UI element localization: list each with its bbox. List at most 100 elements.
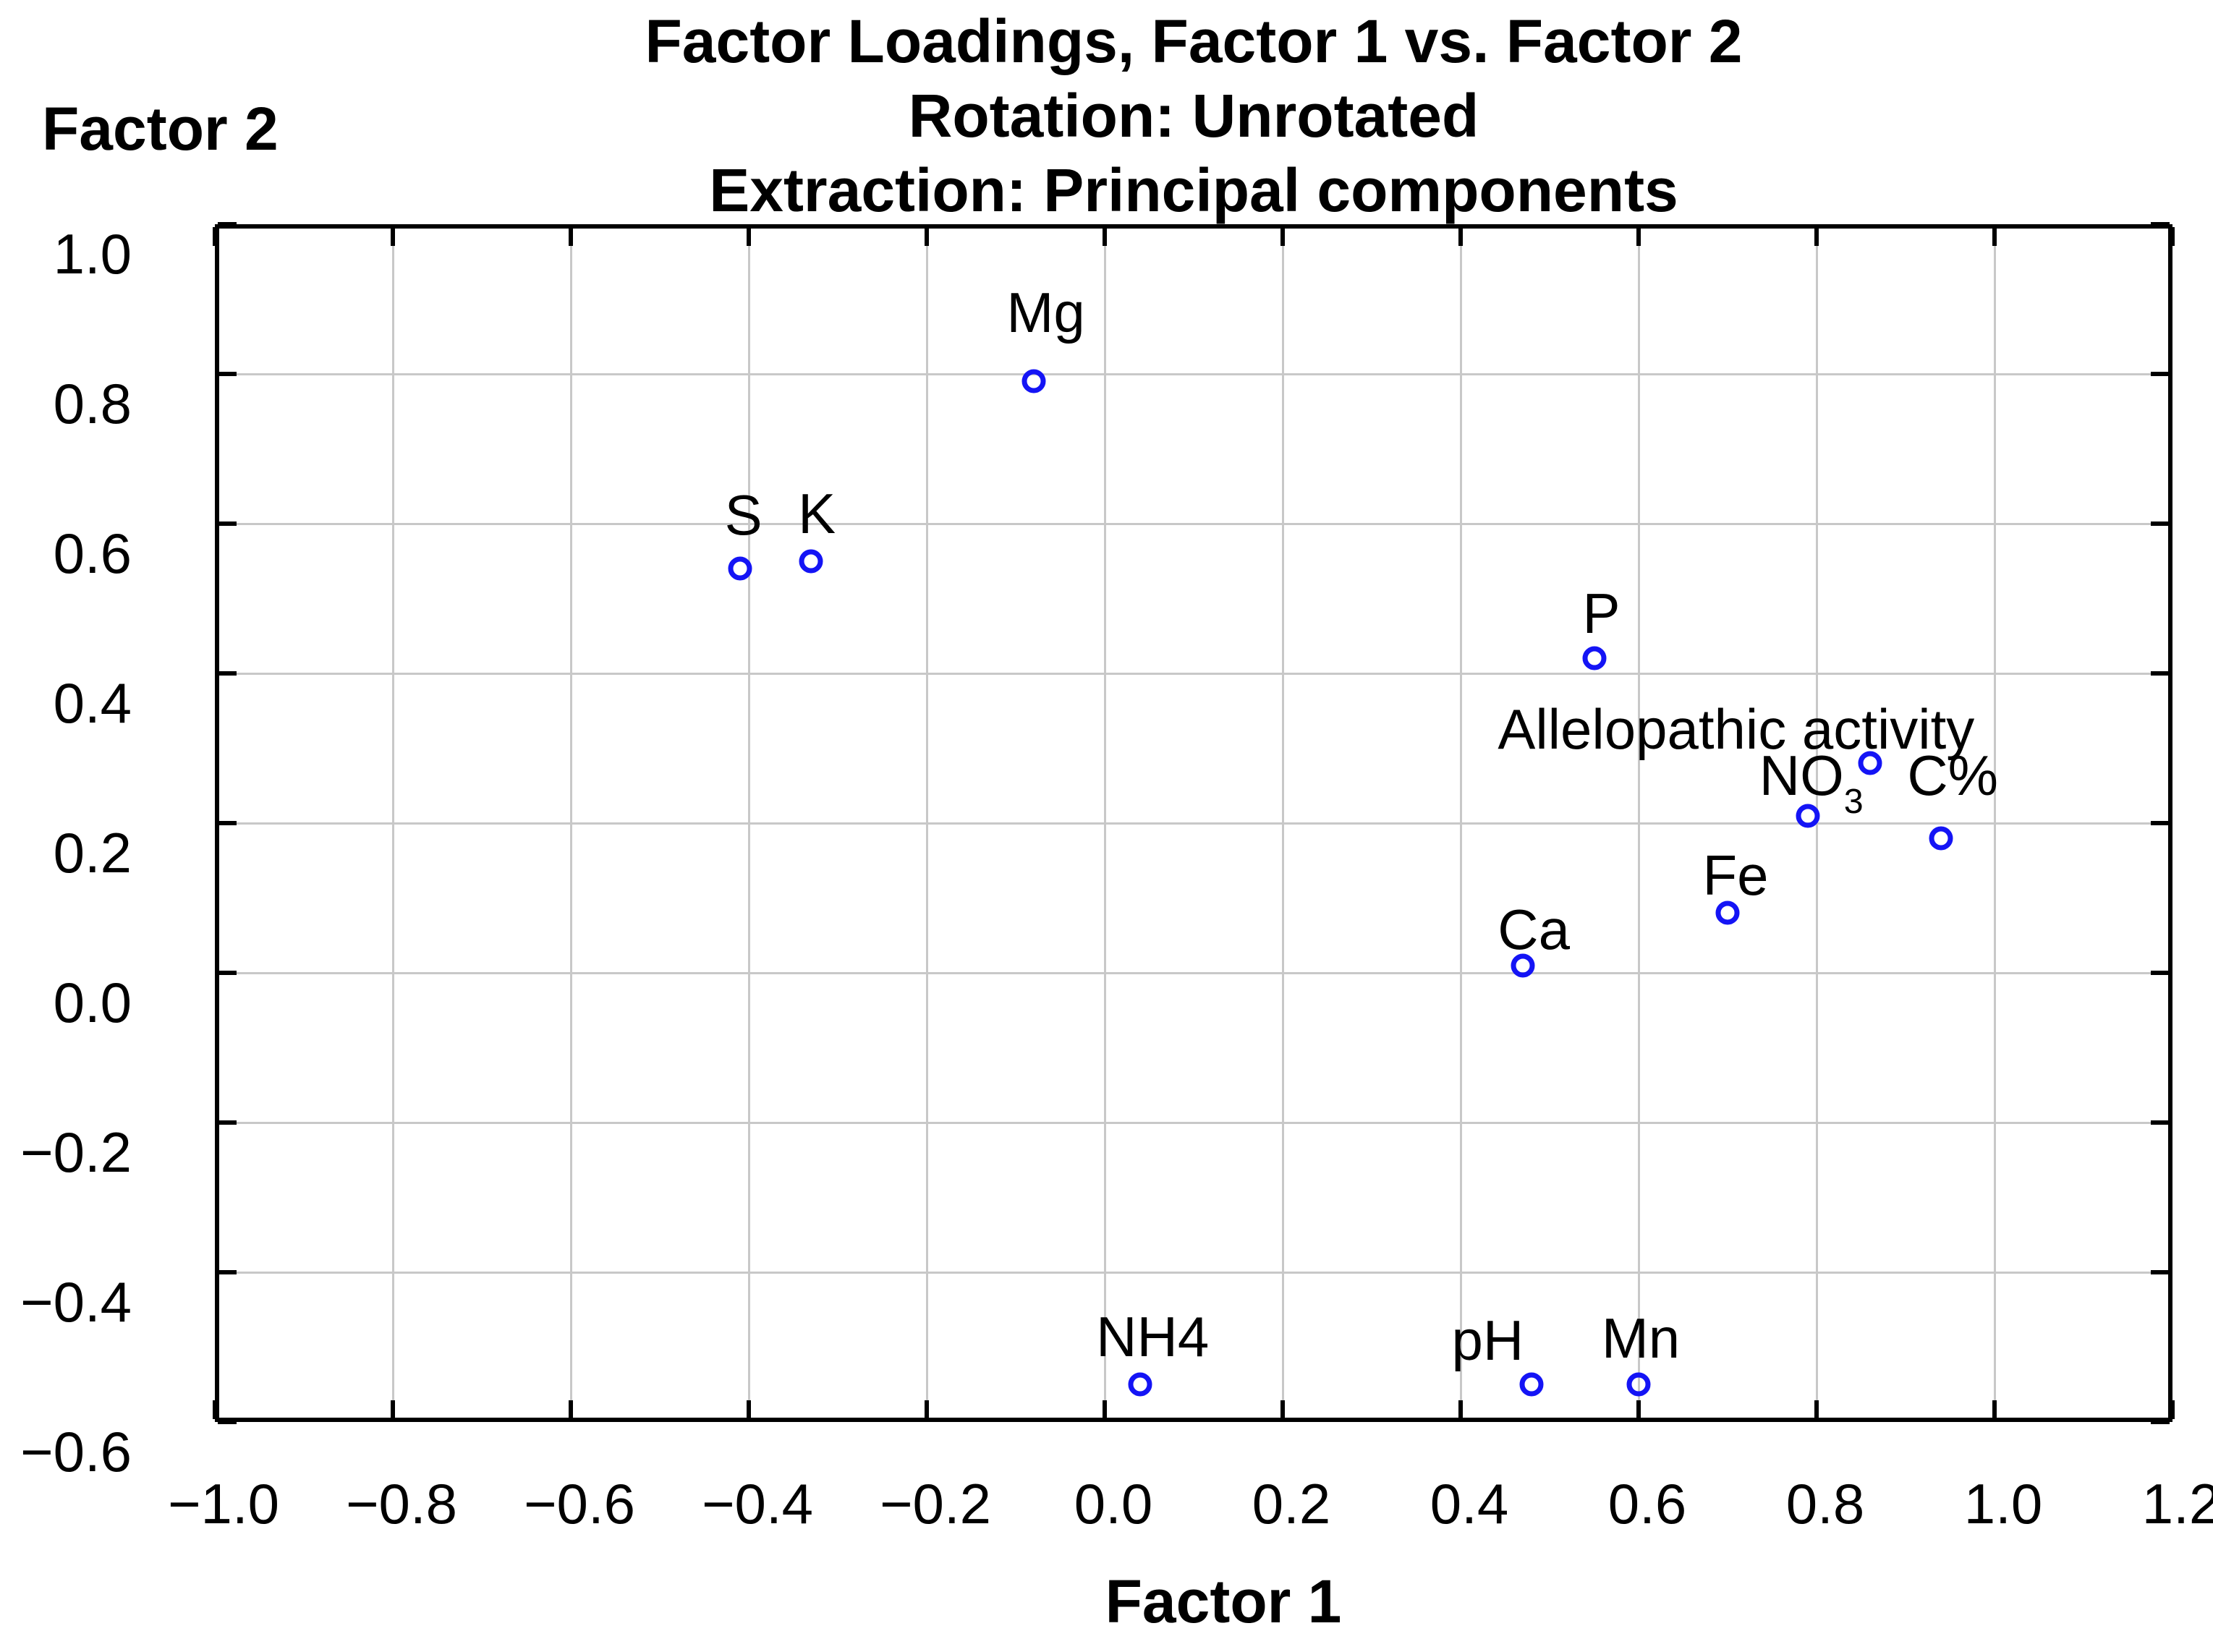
y-tick-label: 0.0 [53,971,132,1034]
y-tick-right [2151,1420,2170,1424]
y-gridline [215,672,2172,675]
y-axis-title: Factor 2 [42,95,279,163]
scatter-point-marker [799,549,823,574]
x-tick-top [1280,227,1285,246]
scatter-point-marker [1128,1372,1152,1397]
x-tick-label: 1.0 [1963,1472,2043,1536]
scatter-point-label: K [798,481,836,545]
y-gridline [215,822,2172,825]
y-tick-left [218,372,237,376]
scatter-point-marker [1715,900,1740,925]
x-tick-label: 0.4 [1430,1472,1509,1536]
scatter-point-marker [1582,646,1606,670]
scatter-point-label: S [724,483,763,548]
y-tick-right [2151,372,2170,376]
scatter-point-label: Allelopathic activity [1498,697,1975,762]
x-tick-label: 0.6 [1607,1472,1687,1536]
y-tick-label: −0.4 [20,1270,132,1334]
plot-frame [215,224,2172,1422]
subscript-text: 3 [1843,781,1864,821]
scatter-point-label: NO3 [1759,743,1864,821]
y-tick-left [218,1420,237,1424]
x-tick-bottom [1280,1400,1285,1419]
y-tick-label: 1.0 [53,222,132,286]
y-tick-label: 0.8 [53,372,132,435]
y-gridline [215,1271,2172,1274]
x-tick-top [569,227,573,246]
y-gridline [215,372,2172,375]
scatter-point-marker [1519,1372,1544,1397]
y-gridline [215,1121,2172,1124]
scatter-point-label: NH4 [1096,1305,1210,1369]
y-tick-label: 0.4 [53,671,132,735]
x-tick-top [213,227,217,246]
x-tick-label: −1.0 [168,1472,279,1536]
x-tick-bottom [1992,1400,1997,1419]
x-tick-bottom [2170,1400,2175,1419]
chart-title-block: Factor Loadings, Factor 1 vs. Factor 2 R… [215,4,2172,228]
y-tick-right [2151,821,2170,825]
scatter-point-label: Ca [1498,897,1570,961]
y-tick-right [2151,1120,2170,1125]
x-tick-top [1458,227,1463,246]
x-tick-top [2170,227,2175,246]
y-tick-right [2151,222,2170,226]
y-tick-right [2151,671,2170,676]
scatter-point-marker [1796,804,1820,828]
x-tick-top [1814,227,1819,246]
x-tick-bottom [747,1400,751,1419]
y-tick-left [218,521,237,526]
x-tick-bottom [1814,1400,1819,1419]
x-tick-bottom [569,1400,573,1419]
x-tick-bottom [1103,1400,1107,1419]
y-gridline [215,522,2172,525]
scatter-point-marker [1929,826,1953,851]
x-tick-label: −0.4 [702,1472,813,1536]
x-axis-title: Factor 1 [1105,1567,1342,1635]
x-tick-label: −0.6 [524,1472,635,1536]
x-tick-bottom [391,1400,395,1419]
chart-title: Factor Loadings, Factor 1 vs. Factor 2 [645,7,1743,75]
scatter-point-label: Fe [1702,843,1769,908]
x-tick-label: 1.2 [2141,1472,2213,1536]
y-tick-left [218,1120,237,1125]
scatter-point-marker [728,556,752,581]
x-tick-bottom [1458,1400,1463,1419]
y-gridline [215,971,2172,974]
x-tick-top [925,227,929,246]
y-tick-label: 0.2 [53,821,132,885]
y-tick-left [218,821,237,825]
y-tick-left [218,971,237,975]
y-tick-right [2151,971,2170,975]
y-tick-label: −0.2 [20,1120,132,1184]
scatter-point-marker [1858,751,1882,775]
x-tick-label: 0.0 [1074,1472,1153,1536]
y-tick-left [218,671,237,676]
scatter-point-label: Mg [1006,281,1085,345]
x-tick-label: −0.2 [880,1472,991,1536]
x-tick-bottom [925,1400,929,1419]
scatter-point-label: C% [1907,743,1999,807]
x-tick-top [1103,227,1107,246]
x-tick-bottom [1636,1400,1641,1419]
scatter-point-marker [1626,1372,1651,1397]
scatter-point-marker [1021,369,1046,393]
scatter-point-marker [1511,953,1535,978]
chart-subtitle-extraction: Extraction: Principal components [709,156,1678,224]
x-tick-bottom [213,1400,217,1419]
scatter-point-label: pH [1451,1308,1524,1373]
y-tick-right [2151,521,2170,526]
x-tick-top [1992,227,1997,246]
y-tick-left [218,1270,237,1274]
y-tick-label: −0.6 [20,1420,132,1483]
y-tick-left [218,222,237,226]
x-tick-label: 0.2 [1252,1472,1331,1536]
scatter-point-label: Mn [1601,1306,1681,1371]
x-tick-top [1636,227,1641,246]
y-tick-right [2151,1270,2170,1274]
x-tick-label: 0.8 [1785,1472,1865,1536]
y-tick-label: 0.6 [53,521,132,585]
chart-subtitle-rotation: Rotation: Unrotated [908,82,1479,150]
scatter-point-label: P [1582,582,1621,646]
